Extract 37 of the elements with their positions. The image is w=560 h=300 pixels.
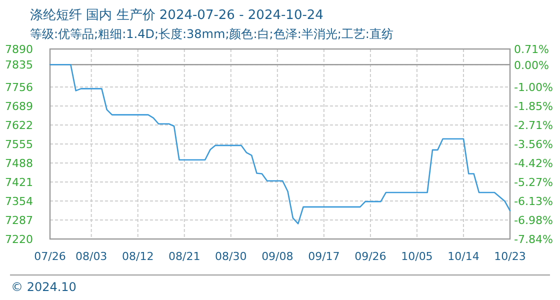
x-tick-label: 10/23 xyxy=(494,250,526,263)
x-tick-label: 08/21 xyxy=(168,250,200,263)
y-tick-label: 7220 xyxy=(5,233,33,246)
y-tick-label: 7488 xyxy=(5,157,33,170)
x-tick-label: 09/26 xyxy=(354,250,386,263)
x-tick-label: 09/17 xyxy=(308,250,340,263)
x-tick-label: 08/30 xyxy=(215,250,247,263)
x-tick-label: 08/12 xyxy=(122,250,154,263)
y2-tick-label: -7.84% xyxy=(514,233,553,246)
x-tick-label: 08/03 xyxy=(75,250,108,263)
y2-tick-label: -1.00% xyxy=(514,81,553,94)
x-tick-label: 10/14 xyxy=(448,250,480,263)
y-tick-label: 7835 xyxy=(5,58,33,72)
y-tick-label: 7287 xyxy=(5,214,33,227)
y-tick-label: 7890 xyxy=(5,43,33,56)
y-tick-label: 7622 xyxy=(5,119,33,132)
y-tick-label: 7555 xyxy=(5,138,33,151)
x-tick-label: 10/05 xyxy=(401,250,433,263)
y2-tick-label: -5.27% xyxy=(514,176,553,189)
x-tick-label: 07/26 xyxy=(34,250,66,263)
y2-tick-label: -6.13% xyxy=(514,195,553,208)
y2-tick-label: -3.56% xyxy=(514,138,553,151)
y2-tick-label: 0.00% xyxy=(514,58,549,72)
y-tick-label: 7421 xyxy=(5,176,33,189)
y2-tick-label: -2.71% xyxy=(514,119,553,132)
y2-tick-label: -6.98% xyxy=(514,214,553,227)
y2-tick-label: 0.71% xyxy=(514,43,549,56)
y2-tick-label: -4.42% xyxy=(514,157,553,170)
y-tick-label: 7689 xyxy=(5,100,33,113)
y2-tick-label: -1.85% xyxy=(514,100,553,113)
line-series xyxy=(49,64,511,224)
x-tick-label: 09/08 xyxy=(262,250,294,263)
y-tick-label: 7756 xyxy=(5,81,33,94)
text: © 2024.10 xyxy=(11,280,76,294)
y-tick-label: 7354 xyxy=(5,195,33,208)
chart-subtitle: 等级:优等品;粗细:1.4D;长度:38mm;颜色:白;色泽:半消光;工艺:直纺 xyxy=(30,27,394,41)
chart-title: 涤纶短纤 国内 生产价 2024-07-26 - 2024-10-24 xyxy=(30,8,324,23)
